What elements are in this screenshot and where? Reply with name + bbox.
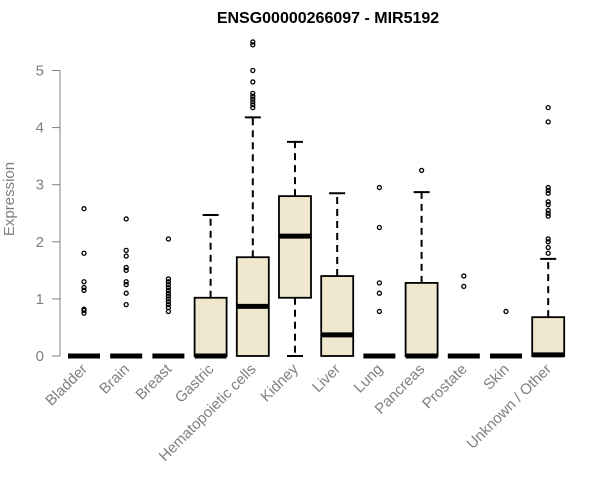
outlier-point [545, 210, 551, 216]
outlier-point [545, 104, 551, 111]
box-body [404, 282, 439, 357]
box-kidney [278, 140, 312, 357]
outlier-point [165, 290, 172, 296]
outlier-point [545, 199, 551, 205]
outlier-point [123, 301, 129, 308]
boxes [68, 39, 566, 359]
outlier-point [250, 99, 256, 105]
box-breast [152, 236, 185, 359]
outlier-point [165, 276, 172, 282]
box-liver [320, 192, 355, 357]
outlier-point [123, 247, 129, 254]
outlier-point [545, 250, 551, 256]
x-tick-label: Lung [351, 361, 387, 397]
y-tick-label: 4 [36, 120, 44, 137]
outlier-point [545, 213, 551, 219]
outlier-point [81, 250, 87, 256]
box-body [193, 296, 228, 357]
outlier-point [250, 42, 256, 48]
outlier-point [165, 304, 172, 311]
y-tick-label: 2 [36, 234, 44, 251]
box-body [278, 195, 312, 299]
box-lung [363, 184, 396, 359]
outlier-point [461, 283, 467, 289]
chart-title: ENSG00000266097 - MIR5192 [217, 10, 439, 27]
outlier-point [165, 236, 172, 242]
outlier-point [545, 239, 551, 245]
outlier-point [81, 287, 87, 293]
outlier-point [123, 281, 129, 288]
outlier-point [545, 236, 551, 242]
x-tick-label: Kidney [257, 360, 302, 405]
outlier-point [545, 187, 551, 194]
outlier-point [461, 273, 467, 279]
outlier-point [165, 299, 172, 305]
outlier-point [250, 90, 256, 96]
box-skin [490, 308, 522, 359]
outlier-point [250, 96, 256, 102]
outlier-point [376, 184, 383, 191]
x-tick-label: Prostate [419, 361, 471, 413]
box-body [531, 316, 566, 357]
outlier-point [545, 190, 551, 196]
outlier-point [81, 206, 87, 212]
outlier-point [165, 287, 172, 293]
outlier-point [250, 79, 256, 85]
outlier-point [165, 281, 172, 288]
x-tick-label: Bladder [42, 361, 91, 410]
outlier-point [123, 267, 129, 274]
x-tick-label: Liver [309, 361, 344, 396]
outlier-point [545, 244, 551, 251]
box-pancreas [404, 167, 439, 359]
box-unknown-other [531, 104, 566, 358]
box-prostate [447, 273, 480, 359]
outlier-point [123, 279, 129, 285]
outlier-point [165, 279, 172, 285]
box-body [320, 275, 355, 357]
y-tick-label: 3 [36, 177, 44, 194]
outlier-point [81, 279, 87, 285]
outlier-point [250, 39, 256, 45]
y-tick-label: 0 [36, 348, 44, 365]
outlier-point [81, 306, 87, 312]
outlier-point [165, 296, 172, 302]
box-brain [110, 216, 143, 359]
outlier-point [545, 207, 551, 214]
x-tick-label: Skin [480, 361, 513, 394]
outlier-point [123, 290, 129, 296]
y-axis: 0 1 2 3 4 5 [36, 63, 61, 365]
x-tick-label: Breast [133, 360, 176, 403]
outlier-point [123, 264, 129, 271]
box-bladder [68, 206, 100, 359]
outlier-point [165, 301, 172, 308]
outlier-point [545, 119, 551, 125]
outlier-point [418, 167, 425, 174]
outlier-point [545, 202, 551, 208]
outlier-point [376, 290, 383, 296]
outlier-point [81, 284, 87, 291]
outlier-point [545, 184, 551, 191]
outlier-point [376, 280, 383, 286]
outlier-point [250, 67, 256, 74]
outlier-point [250, 93, 256, 99]
outlier-point [250, 104, 256, 111]
y-tick-label: 5 [36, 63, 44, 80]
outlier-point [376, 224, 383, 231]
outlier-point [123, 216, 129, 222]
x-tick-label: Brain [96, 361, 133, 398]
outlier-point [376, 308, 383, 315]
box-gastric [193, 213, 228, 359]
outlier-point [165, 284, 172, 291]
outlier-point [165, 293, 172, 299]
y-axis-label: Expression [1, 162, 18, 236]
outlier-point [123, 253, 129, 259]
y-tick-label: 1 [36, 291, 44, 308]
outlier-point [250, 102, 256, 108]
box-hematopoietic-cells [235, 39, 270, 357]
outlier-point [503, 308, 509, 315]
